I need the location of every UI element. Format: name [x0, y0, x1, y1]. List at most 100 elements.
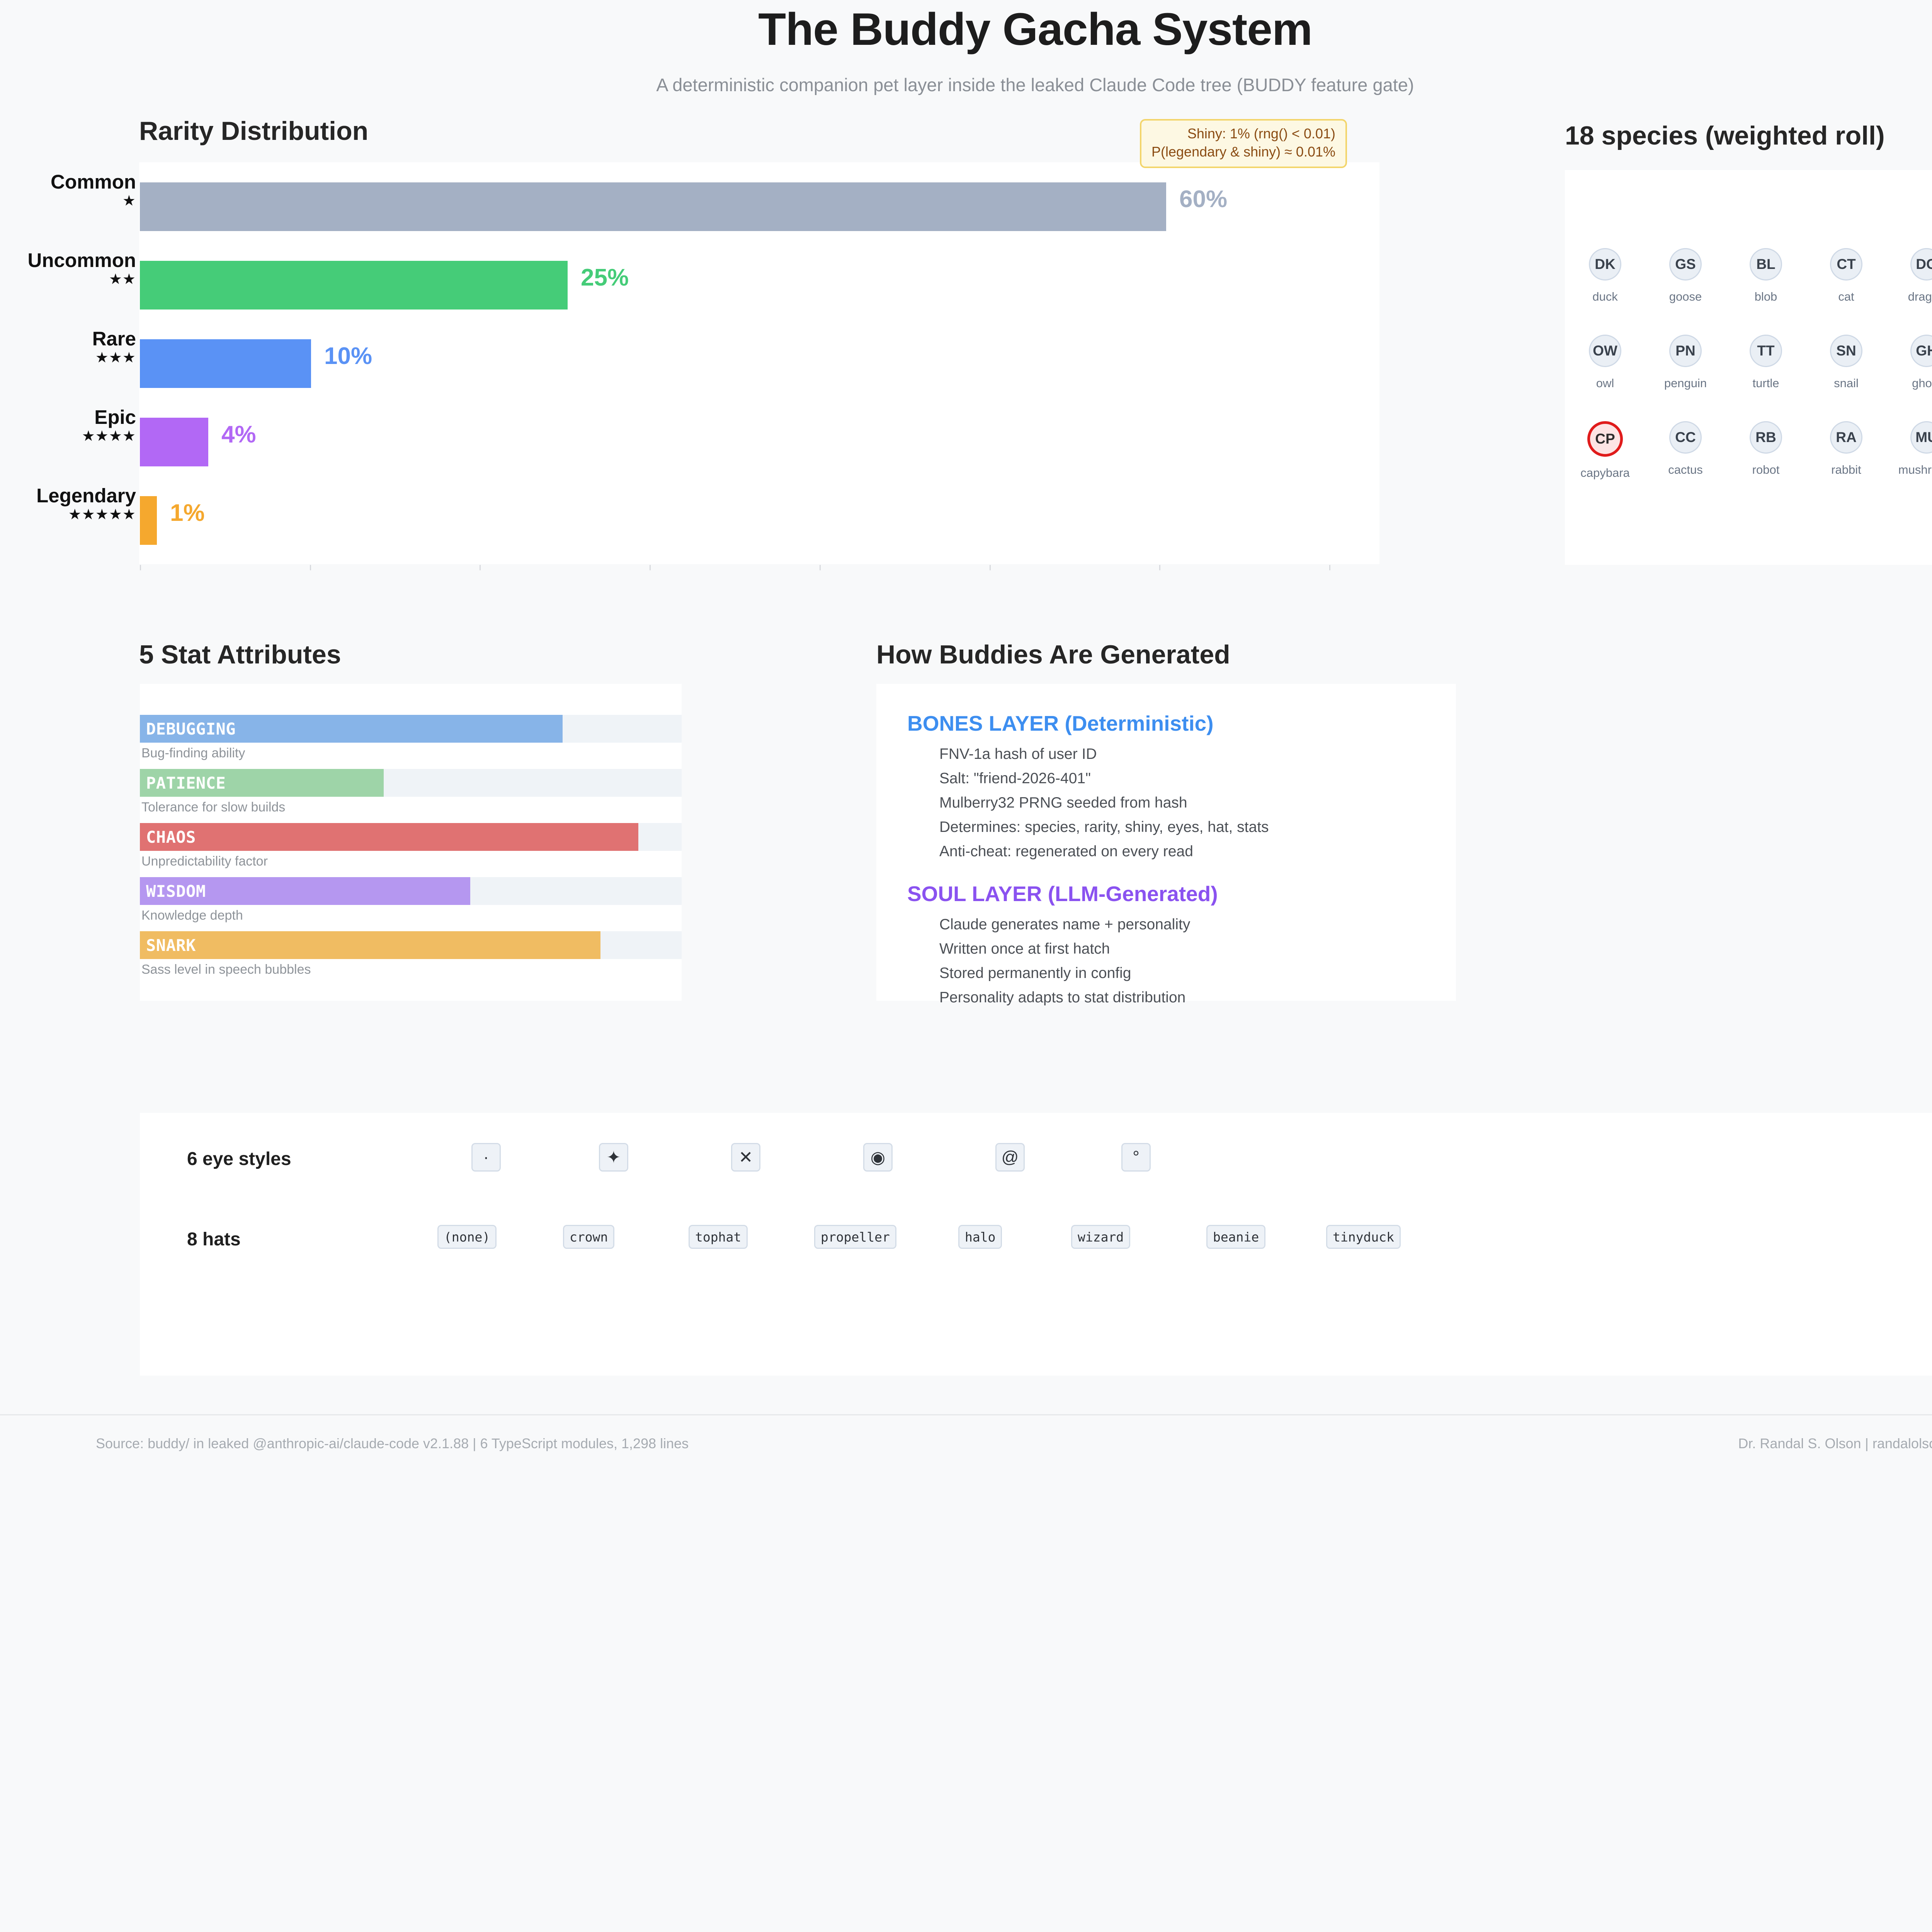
stat-description: Sass level in speech bubbles: [141, 962, 311, 977]
rarity-value-label: 25%: [581, 264, 629, 291]
footer-credit: Dr. Randal S. Olson | randalolson.com: [1738, 1435, 1932, 1451]
rarity-bar-track: [140, 261, 568, 310]
species-code-badge: GH: [1910, 335, 1932, 367]
rarity-bar-track: [140, 339, 311, 388]
species-cell[interactable]: OW owl: [1565, 335, 1645, 390]
stat-bar-fill: [140, 823, 638, 851]
eye-style-chip[interactable]: ✦: [599, 1143, 628, 1172]
species-name: rabbit: [1831, 463, 1861, 476]
axis-tick: [140, 565, 141, 570]
rarity-bar-row: Rare ★★★ 10%: [92, 328, 1379, 408]
hat-chip[interactable]: (none): [437, 1225, 497, 1249]
species-name: mushroom: [1898, 463, 1932, 476]
species-name: robot: [1752, 463, 1780, 476]
species-cell[interactable]: CT cat: [1806, 248, 1886, 304]
generation-layer-heading: BONES LAYER (Deterministic): [907, 711, 1214, 735]
species-code-badge: CP: [1587, 421, 1623, 457]
rarity-stars: ★★★: [95, 350, 136, 366]
species-cell[interactable]: RA rabbit: [1806, 421, 1886, 480]
rarity-value-label: 60%: [1179, 186, 1228, 213]
rarity-bar-row: Common ★ 60%: [51, 171, 1379, 251]
hat-chip[interactable]: crown: [563, 1225, 615, 1249]
shiny-probability-annotation: Shiny: 1% (rng() < 0.01) P(legendary & s…: [1140, 119, 1347, 168]
hat-chip[interactable]: tinyduck: [1326, 1225, 1401, 1249]
stat-bar-fill: [140, 715, 563, 743]
species-name: goose: [1669, 290, 1702, 303]
species-name: cactus: [1668, 463, 1703, 476]
species-name: penguin: [1664, 376, 1707, 390]
rarity-bar: [140, 182, 1166, 231]
species-panel: DKduckGSgooseBLblobCTcatDGdragonOCoctopu…: [1565, 170, 1932, 565]
rarity-value-label: 10%: [324, 343, 372, 369]
stat-bar-track: DEBUGGING: [140, 715, 682, 743]
eye-style-chip[interactable]: ·: [471, 1143, 501, 1172]
species-cell[interactable]: SN snail: [1806, 335, 1886, 390]
rarity-stars: ★★★★★: [68, 507, 136, 523]
rarity-label: Legendary ★★★★★: [0, 485, 136, 522]
species-name: blob: [1754, 290, 1777, 303]
generation-panel: BONES LAYER (Deterministic) FNV-1a hash o…: [876, 684, 1456, 1006]
rarity-stars: ★: [122, 193, 136, 209]
hat-chip[interactable]: tophat: [689, 1225, 748, 1249]
eye-style-chip[interactable]: ✕: [731, 1143, 760, 1172]
footer-source: Source: buddy/ in leaked @anthropic-ai/c…: [96, 1435, 689, 1451]
species-code-badge: RB: [1750, 421, 1782, 454]
species-code-badge: OW: [1589, 335, 1621, 367]
stats-section-title: 5 Stat Attributes: [139, 640, 341, 669]
species-cell[interactable]: MU mushroom: [1886, 421, 1932, 480]
eye-style-chip[interactable]: °: [1121, 1143, 1151, 1172]
species-cell[interactable]: PN penguin: [1645, 335, 1726, 390]
rarity-label: Rare ★★★: [0, 328, 136, 366]
rarity-value-label: 4%: [221, 421, 256, 448]
species-cell[interactable]: GH ghost: [1886, 335, 1932, 390]
species-cell[interactable]: CP capybara: [1565, 421, 1645, 480]
axis-tick-row: [139, 565, 1379, 573]
species-name: duck: [1592, 290, 1618, 303]
hat-chip[interactable]: halo: [958, 1225, 1002, 1249]
species-cell[interactable]: DK duck: [1565, 248, 1645, 304]
species-cell[interactable]: RB robot: [1726, 421, 1806, 480]
species-code-badge: MU: [1910, 421, 1932, 454]
species-cell[interactable]: BL blob: [1726, 248, 1806, 304]
species-code-badge: GS: [1669, 248, 1702, 281]
rarity-name: Epic: [94, 406, 136, 428]
generation-layer-line: Mulberry32 PRNG seeded from hash: [939, 794, 1187, 811]
species-code-badge: BL: [1750, 248, 1782, 281]
axis-tick: [1159, 565, 1160, 570]
species-cell[interactable]: TT turtle: [1726, 335, 1806, 390]
generation-layer-line: Stored permanently in config: [939, 965, 1131, 981]
species-cell[interactable]: DG dragon: [1886, 248, 1932, 304]
rarity-chart-panel: Common ★ 60% Uncommon ★★ 25% Rare ★★★ 10% Epic ★★★…: [28, 162, 1379, 565]
stat-description: Bug-finding ability: [141, 746, 245, 760]
axis-tick: [480, 565, 481, 570]
stat-description: Knowledge depth: [141, 908, 243, 923]
traits-panel: 6 eye styles 8 hats · ✦ ✕ ◉ @ ° (none) crown to…: [140, 1113, 1932, 1376]
species-name: cat: [1838, 290, 1854, 303]
footer-divider: [0, 1414, 1932, 1415]
rarity-bar-row: Uncommon ★★ 25%: [28, 250, 1379, 329]
generation-layer-line: Written once at first hatch: [939, 940, 1110, 957]
hat-chip[interactable]: propeller: [814, 1225, 896, 1249]
rarity-section-title: Rarity Distribution: [139, 116, 369, 146]
rarity-bar-row: Epic ★★★★ 4%: [82, 406, 1379, 486]
stat-bar-fill: [140, 769, 384, 797]
eye-style-chip[interactable]: ◉: [863, 1143, 893, 1172]
generation-layer-line: Salt: "friend-2026-401": [939, 770, 1091, 787]
species-code-badge: RA: [1830, 421, 1862, 454]
eye-style-chip[interactable]: @: [995, 1143, 1025, 1172]
hat-chip[interactable]: wizard: [1071, 1225, 1131, 1249]
hat-chip[interactable]: beanie: [1206, 1225, 1266, 1249]
species-code-badge: CT: [1830, 248, 1862, 281]
page-subtitle: A deterministic companion pet layer insi…: [656, 75, 1414, 95]
species-cell[interactable]: CC cactus: [1645, 421, 1726, 480]
stat-description: Tolerance for slow builds: [141, 800, 286, 815]
rarity-value-label: 1%: [170, 500, 205, 526]
rarity-bar-track: [140, 418, 208, 466]
species-name: ghost: [1912, 376, 1932, 390]
rarity-name: Uncommon: [27, 249, 136, 271]
stat-name: DEBUGGING: [146, 719, 236, 738]
species-cell[interactable]: GS goose: [1645, 248, 1726, 304]
stat-name: WISDOM: [146, 882, 206, 901]
stat-name: CHAOS: [146, 828, 196, 847]
rarity-bar-row: Legendary ★★★★★ 1%: [36, 485, 1379, 565]
